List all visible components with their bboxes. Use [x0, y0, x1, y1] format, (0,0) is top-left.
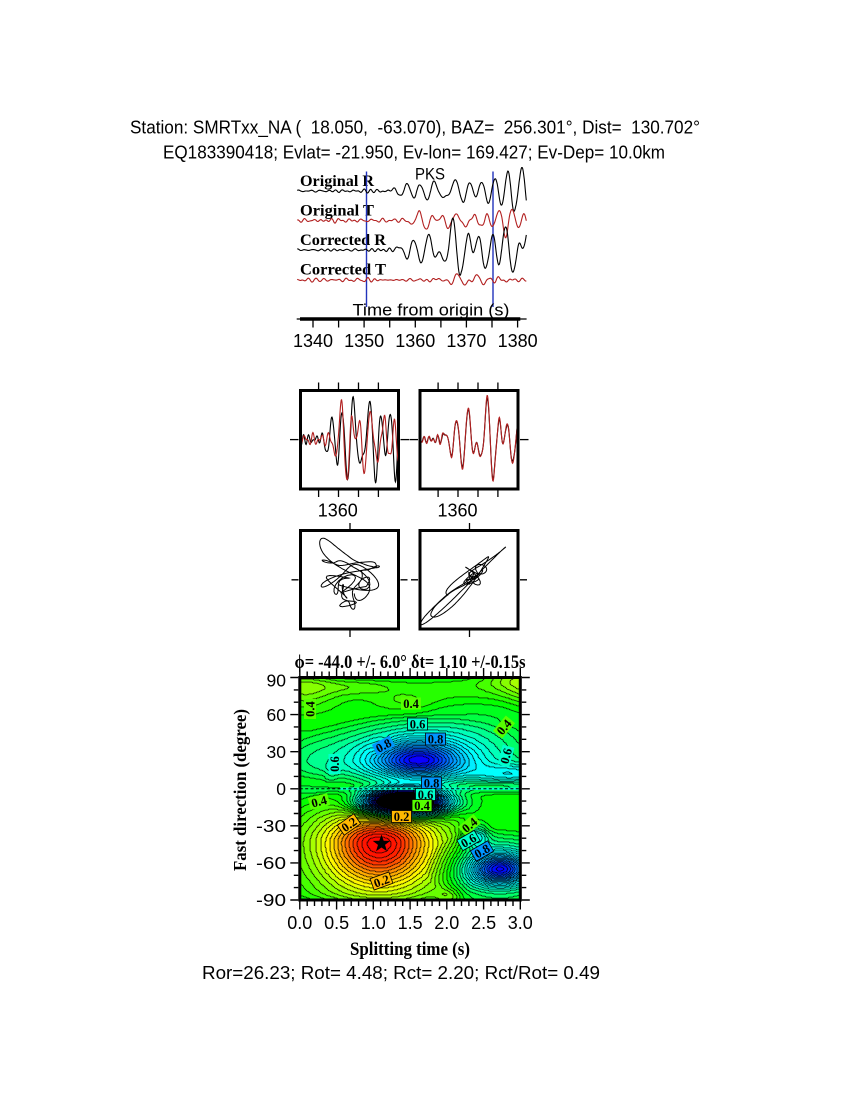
svg-text:Corrected T: Corrected T: [300, 262, 386, 279]
svg-text:0.6: 0.6: [410, 717, 426, 731]
svg-text:PKS: PKS: [415, 165, 445, 184]
svg-text:0.0: 0.0: [287, 913, 312, 933]
svg-text:Station: SMRTxx_NA ( 18.050,: Station: SMRTxx_NA ( 18.050, -63.070), B…: [130, 118, 700, 139]
svg-text:-90: -90: [256, 890, 286, 910]
svg-text:Ror=26.23; Rot= 4.48; Rct= 2.2: Ror=26.23; Rot= 4.48; Rct= 2.20; Rct/Rot…: [202, 963, 600, 983]
svg-text:0.6: 0.6: [418, 788, 434, 802]
svg-text:Splitting time (s): Splitting time (s): [350, 940, 470, 960]
svg-text:60: 60: [267, 705, 287, 725]
svg-text:ϕ= -44.0 +/- 6.0° δt= 1.10 +/-: ϕ= -44.0 +/- 6.0° δt= 1.10 +/-0.15s: [295, 653, 526, 673]
svg-text:0.4: 0.4: [303, 700, 317, 716]
svg-text:0.4: 0.4: [403, 697, 419, 711]
svg-text:-30: -30: [256, 816, 286, 836]
svg-text:2.5: 2.5: [471, 913, 496, 933]
svg-text:0.8: 0.8: [472, 841, 493, 861]
svg-text:1350: 1350: [344, 331, 384, 351]
svg-text:0.6: 0.6: [328, 756, 342, 772]
svg-text:1360: 1360: [395, 331, 435, 351]
svg-text:1360: 1360: [318, 501, 358, 521]
svg-text:Fast direction (degree): Fast direction (degree): [230, 709, 251, 871]
svg-text:0.6: 0.6: [498, 747, 516, 766]
svg-text:Original T: Original T: [300, 203, 374, 220]
svg-text:1360: 1360: [437, 501, 477, 521]
svg-text:0.5: 0.5: [324, 913, 349, 933]
svg-text:3.0: 3.0: [508, 913, 533, 933]
svg-text:-60: -60: [256, 853, 286, 873]
svg-text:Original R: Original R: [300, 173, 374, 190]
svg-text:0.4: 0.4: [310, 793, 329, 811]
svg-text:1370: 1370: [446, 331, 486, 351]
svg-text:2.0: 2.0: [434, 913, 459, 933]
svg-text:0: 0: [276, 779, 286, 799]
svg-text:0.8: 0.8: [424, 776, 440, 790]
svg-text:90: 90: [267, 670, 287, 690]
svg-text:0.8: 0.8: [428, 732, 444, 746]
svg-text:1340: 1340: [293, 331, 333, 351]
svg-text:0.2: 0.2: [394, 810, 410, 824]
svg-text:0.4: 0.4: [414, 799, 430, 813]
svg-text:EQ183390418; Evlat= -21.950, E: EQ183390418; Evlat= -21.950, Ev-lon= 169…: [163, 143, 665, 163]
svg-text:1380: 1380: [498, 331, 538, 351]
svg-text:0.8: 0.8: [373, 736, 393, 756]
svg-text:Time from origin (s): Time from origin (s): [353, 302, 510, 320]
svg-text:1.0: 1.0: [361, 913, 386, 933]
svg-text:0.2: 0.2: [372, 872, 391, 890]
svg-text:Corrected R: Corrected R: [300, 232, 386, 249]
svg-text:30: 30: [267, 742, 287, 762]
svg-text:1.5: 1.5: [398, 913, 423, 933]
svg-text:0.6: 0.6: [458, 831, 479, 851]
